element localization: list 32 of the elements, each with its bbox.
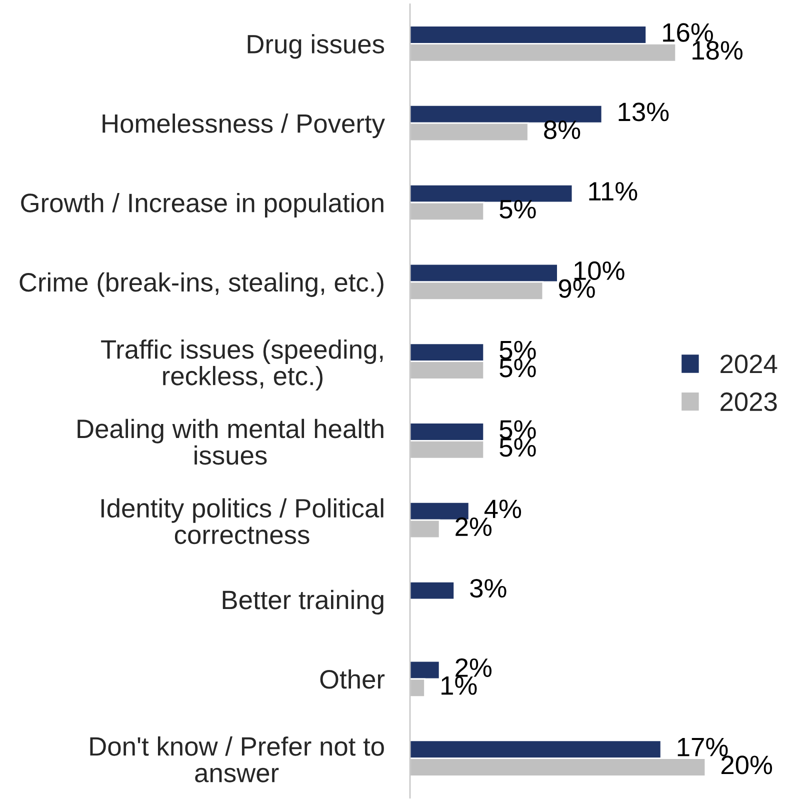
y-tick-label: Homelessness / Poverty: [102, 114, 385, 138]
data-label: 8%: [544, 120, 580, 140]
data-label: 2%: [456, 517, 492, 536]
data-label: 11%: [589, 182, 638, 201]
data-label: 18%: [692, 41, 742, 60]
data-label: 9%: [558, 279, 595, 298]
data-label: 3%: [470, 578, 506, 598]
y-tick-label: Traffic issues (speeding, reckless, etc.): [101, 339, 383, 391]
y-tick-label: Drug issues: [248, 34, 384, 59]
data-label: 20%: [721, 756, 772, 774]
bar: [410, 580, 456, 600]
legend-label: 2023: [720, 392, 777, 412]
data-label: 5%: [500, 438, 536, 457]
y-tick-label: Crime (break-ins, stealing, etc.): [20, 272, 384, 297]
y-tick-label: Other: [320, 669, 385, 689]
data-label: 5%: [500, 358, 536, 378]
data-label: 2%: [456, 658, 492, 677]
data-label: 16%: [663, 23, 713, 42]
y-tick-label: Identity politics / Political correctness: [101, 498, 384, 544]
y-tick-label: Dealing with mental health issues: [78, 418, 384, 465]
data-label: 10%: [574, 261, 624, 280]
data-label: 1%: [442, 676, 477, 695]
data-label: 5%: [500, 420, 536, 439]
data-label: 5%: [500, 340, 536, 360]
y-tick-label: Better training: [222, 590, 384, 615]
y-tick-label: Growth / Increase in population: [21, 192, 384, 218]
legend-label: 2024: [720, 354, 778, 374]
data-label: 17%: [678, 738, 728, 756]
y-tick-label: Don't know / Prefer not to answer: [90, 736, 384, 782]
data-label: 4%: [484, 500, 522, 518]
data-label: 13%: [618, 102, 669, 122]
data-label: 5%: [500, 200, 536, 219]
